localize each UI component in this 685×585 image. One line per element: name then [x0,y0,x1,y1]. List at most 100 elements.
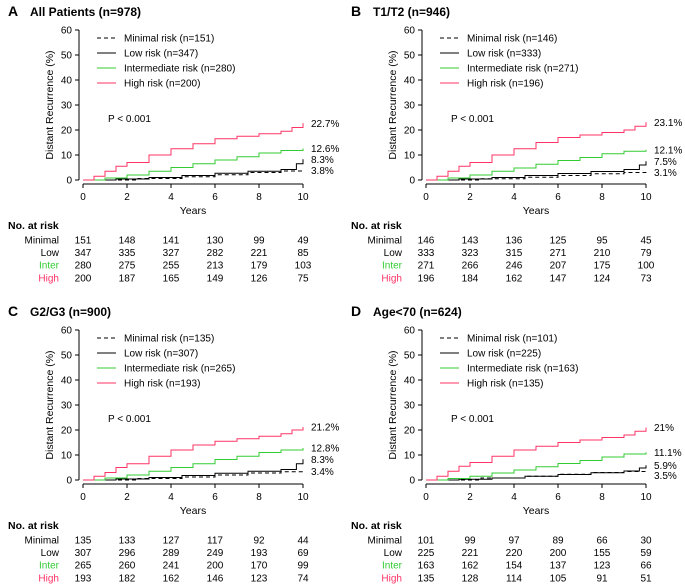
risk-cell: 315 [506,248,523,259]
risk-table-title: No. at risk [351,520,402,532]
risk-row-label: Minimal [368,236,402,247]
x-tick-label: 6 [555,492,561,503]
y-tick-label: 10 [61,451,73,462]
risk-cell: 241 [163,561,180,572]
risk-cell: 66 [640,561,652,572]
x-tick-label: 6 [212,492,218,503]
x-tick-label: 0 [423,492,429,503]
y-tick-label: 50 [61,51,73,62]
risk-cell: 249 [207,548,224,559]
panel-letter: B [351,3,361,19]
x-tick-label: 2 [124,492,130,503]
risk-row-label: Low [384,548,403,559]
y-tick-label: 0 [66,476,72,487]
risk-cell: 221 [462,548,479,559]
y-tick-label: 30 [404,101,416,112]
y-axis-label: Distant Recurrence (%) [387,50,399,159]
x-tick-label: 8 [256,192,262,203]
risk-cell: 296 [119,548,136,559]
risk-cell: 246 [506,261,523,272]
panel-d: D Age<70 (n=624) 0 10 20 30 40 50 60 0 2 4 6 8 10 Years… [351,303,682,584]
risk-cell: 66 [596,536,608,547]
legend-entry: High risk (n=135) [467,379,543,390]
panel-letter: C [8,303,18,319]
risk-cell: 220 [506,548,523,559]
risk-row-label: Inter [39,561,60,572]
y-tick-label: 30 [404,401,416,412]
curve-low [83,159,304,181]
risk-cell: 260 [119,561,136,572]
risk-cell: 265 [75,561,92,572]
x-tick-label: 4 [511,192,517,203]
panel-title: Age<70 (n=624) [373,305,462,319]
y-tick-label: 60 [61,26,73,37]
risk-cell: 271 [550,248,567,259]
y-tick-label: 10 [61,151,73,162]
end-value-label: 21% [654,423,674,434]
y-axis-label: Distant Recurrence (%) [44,50,56,159]
risk-cell: 99 [253,236,265,247]
risk-row-label: Minimal [25,236,59,247]
risk-cell: 154 [506,561,523,572]
x-tick-label: 6 [555,192,561,203]
legend-entry: High risk (n=193) [124,379,200,390]
x-tick-label: 2 [467,492,473,503]
risk-cell: 89 [552,536,564,547]
risk-row-label: High [381,273,402,284]
risk-cell: 117 [207,536,223,547]
risk-cell: 323 [462,248,479,259]
x-axis-label: Years [523,205,549,217]
risk-cell: 307 [75,548,92,559]
y-tick-label: 60 [404,326,416,337]
risk-table-title: No. at risk [351,220,402,232]
risk-cell: 162 [462,561,479,572]
risk-cell: 179 [251,261,268,272]
x-axis-label: Years [523,505,549,517]
curve-high [426,427,647,481]
risk-cell: 133 [119,536,136,547]
p-value-label: P < 0.001 [108,414,151,425]
risk-cell: 155 [594,548,611,559]
x-tick-label: 10 [640,192,652,203]
risk-row-label: Minimal [368,536,402,547]
y-tick-label: 60 [61,326,73,337]
curve-inter [83,148,304,181]
risk-cell: 95 [596,236,608,247]
risk-cell: 74 [297,573,309,584]
risk-cell: 170 [251,561,268,572]
end-value-label: 3.4% [311,467,334,478]
risk-cell: 30 [640,536,652,547]
p-value-label: P < 0.001 [108,114,151,125]
risk-cell: 101 [418,536,435,547]
risk-cell: 135 [418,573,435,584]
y-tick-label: 50 [404,351,416,362]
panel-title: All Patients (n=978) [30,5,141,19]
risk-cell: 163 [418,561,435,572]
risk-cell: 335 [119,248,136,259]
legend-entry: Minimal risk (n=146) [467,34,557,45]
risk-cell: 100 [638,261,655,272]
risk-cell: 193 [75,573,92,584]
x-tick-label: 8 [599,192,605,203]
risk-cell: 200 [75,273,92,284]
risk-cell: 103 [295,261,312,272]
panel-title: G2/G3 (n=900) [30,305,111,319]
y-tick-label: 10 [404,451,416,462]
risk-cell: 196 [418,273,435,284]
risk-cell: 123 [594,561,611,572]
risk-cell: 105 [550,573,567,584]
y-tick-label: 40 [61,76,73,87]
end-value-label: 3.5% [654,471,677,482]
y-tick-label: 50 [404,51,416,62]
legend-entry: Intermediate risk (n=280) [124,64,235,75]
risk-row-label: Inter [382,561,403,572]
y-tick-label: 20 [404,426,416,437]
x-tick-label: 8 [599,492,605,503]
y-tick-label: 0 [66,176,72,187]
risk-cell: 126 [251,273,268,284]
end-value-label: 8.3% [311,455,334,466]
curve-high [83,123,304,181]
x-tick-label: 6 [212,192,218,203]
risk-cell: 289 [163,548,180,559]
